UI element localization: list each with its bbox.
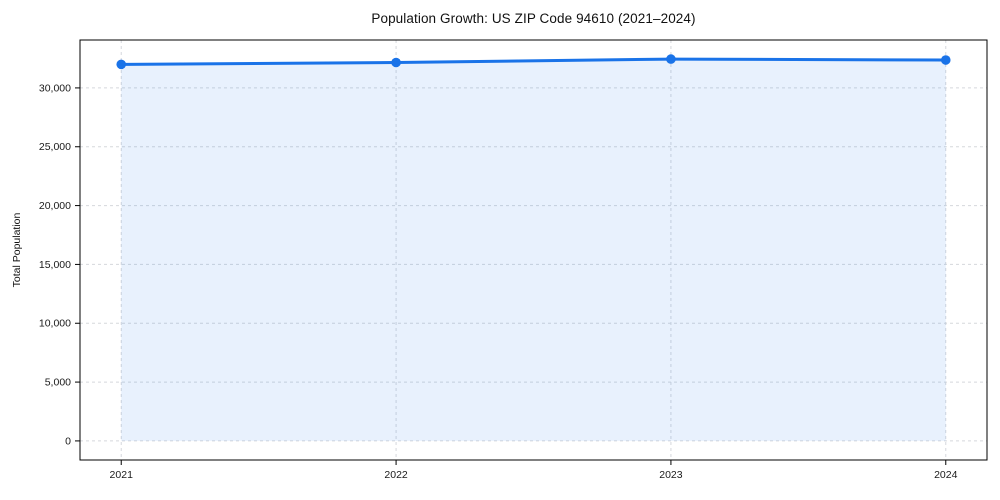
y-tick-label: 10,000 <box>39 318 71 330</box>
y-tick-label: 5,000 <box>45 377 71 389</box>
gridlines <box>80 40 987 460</box>
y-tick-label: 20,000 <box>39 200 71 212</box>
y-tick-label: 30,000 <box>39 82 71 94</box>
x-tick-label: 2023 <box>659 469 683 481</box>
x-tick-label: 2021 <box>110 469 134 481</box>
series-line <box>119 57 948 66</box>
y-tick-label: 0 <box>65 435 71 447</box>
data-point <box>940 55 951 65</box>
area-fill <box>121 59 946 441</box>
y-tick-label: 25,000 <box>39 141 71 153</box>
x-tick-label: 2024 <box>934 469 958 481</box>
data-point <box>666 54 676 64</box>
y-tick-label: 15,000 <box>39 259 71 271</box>
data-point <box>391 57 401 68</box>
data-point <box>116 59 127 70</box>
x-tick-label: 2022 <box>384 469 408 481</box>
plot-border <box>79 39 988 461</box>
chart-title: Population Growth: US ZIP Code 94610 (20… <box>371 11 696 26</box>
